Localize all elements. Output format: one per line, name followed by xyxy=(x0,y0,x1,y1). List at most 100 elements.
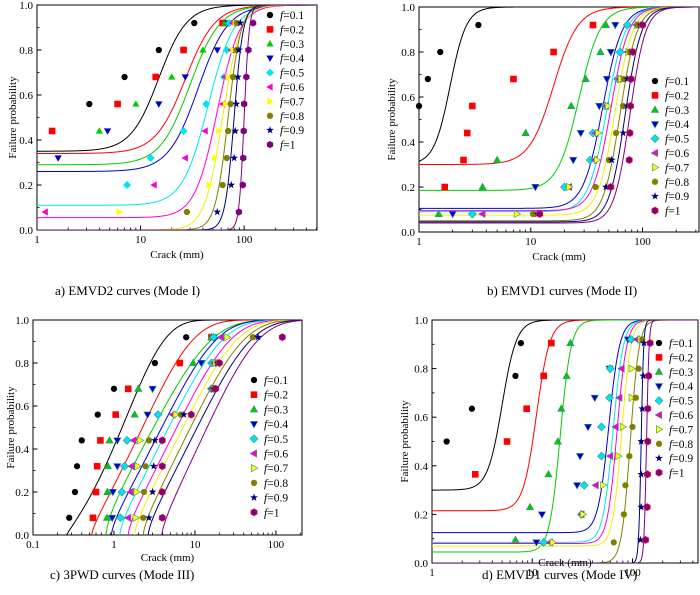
caption-d: d) EMVD1 curves (Mode IV) xyxy=(482,567,637,582)
legend-item: f=0.8 xyxy=(250,478,288,490)
legend-marker xyxy=(266,40,274,47)
data-point xyxy=(597,451,606,461)
y-tick-label: 0.4 xyxy=(19,135,33,147)
data-point xyxy=(646,339,654,348)
fit-curve-f-0-1 xyxy=(419,7,699,162)
data-point xyxy=(619,422,628,432)
data-point xyxy=(605,393,614,403)
data-point xyxy=(158,513,166,522)
data-point xyxy=(233,72,242,81)
y-tick-label: 0.0 xyxy=(19,225,33,237)
data-point xyxy=(415,102,423,110)
legend-marker xyxy=(654,383,664,391)
legend-label: f=0.7 xyxy=(280,96,304,108)
legend-item: f=0.7 xyxy=(251,463,288,475)
fit-curve-f-1 xyxy=(37,5,317,230)
x-tick-label: 0.1 xyxy=(26,539,40,551)
legend-item: f=0.4 xyxy=(654,381,693,393)
data-point xyxy=(114,100,121,108)
data-point xyxy=(240,154,247,162)
legend-item: f=0.3 xyxy=(650,105,689,117)
data-point xyxy=(153,410,163,419)
caption-b: b) EMVD1 curves (Mode II) xyxy=(487,283,637,298)
panel-c: c) 3PWD curves (Mode III) 0.1 1 10 100 0.0 0.… xyxy=(5,315,303,582)
legend-label: f=0.4 xyxy=(280,53,304,65)
data-point xyxy=(219,181,226,189)
legend-marker xyxy=(267,97,274,106)
legend-item: f=0.5 xyxy=(654,396,693,408)
legend-item: f=0.1 xyxy=(651,76,689,88)
legend-label: f=0.3 xyxy=(280,39,304,51)
legend-marker xyxy=(249,449,257,458)
legend-marker xyxy=(656,425,664,434)
data-point xyxy=(134,462,142,471)
legend-item: f=0.2 xyxy=(655,352,693,364)
data-point xyxy=(172,410,181,419)
legend-label: f=0.7 xyxy=(669,424,693,436)
legend-item: f=0.9 xyxy=(266,125,304,137)
legend-marker xyxy=(650,105,660,113)
data-point xyxy=(617,364,625,373)
y-tick-label: 0.8 xyxy=(15,358,29,370)
fit-curve-f-0-8 xyxy=(142,320,302,535)
data-point xyxy=(239,181,246,189)
data-point xyxy=(627,102,634,110)
data-point xyxy=(576,130,585,138)
data-point xyxy=(145,437,153,444)
legend-marker xyxy=(650,148,658,158)
fit-curve-f-1 xyxy=(419,7,699,224)
data-point xyxy=(595,128,603,138)
data-point xyxy=(112,411,119,418)
data-point xyxy=(126,487,134,497)
panel-d: d) EMVD1 curves (Mode IV) 1 10 100 0.0 0.2 0.… xyxy=(399,315,699,582)
y-tick-label: 0.0 xyxy=(15,530,29,542)
data-point xyxy=(579,510,588,519)
legend-item: f=0.1 xyxy=(655,338,693,350)
data-point xyxy=(537,511,547,519)
data-point xyxy=(637,470,646,478)
data-point xyxy=(123,181,131,189)
fit-curve-f-0-5 xyxy=(37,5,317,206)
data-point xyxy=(120,461,129,471)
data-point xyxy=(187,410,195,419)
data-point xyxy=(71,488,79,496)
x-axis-title: Crack (mm) xyxy=(141,552,195,564)
legend-item: f=0.6 xyxy=(266,82,304,94)
data-point xyxy=(86,100,93,108)
y-tick-label: 1.0 xyxy=(15,315,29,327)
data-point xyxy=(249,334,257,341)
data-point xyxy=(614,393,623,402)
data-point xyxy=(143,411,152,420)
fit-curve-f-0-9 xyxy=(432,320,698,563)
legend-label: f=0.8 xyxy=(264,478,288,490)
data-point xyxy=(168,73,176,80)
legend-marker xyxy=(654,396,664,405)
data-point xyxy=(523,405,530,412)
legend-c: f=0.1 f=0.2 f=0.3 f=0.4 f=0.5 f=0.6 f=0.7 f=0.8… xyxy=(249,375,288,519)
legend-item: f=0.2 xyxy=(250,390,288,402)
legend-item: f=0.4 xyxy=(266,53,304,65)
legend-label: f=0.1 xyxy=(669,338,693,350)
data-point xyxy=(611,422,619,432)
data-point xyxy=(103,128,112,135)
legend-label: f=0.1 xyxy=(665,76,689,88)
x-tick-label: 100 xyxy=(268,539,285,551)
data-point xyxy=(108,514,117,523)
data-point xyxy=(628,393,637,402)
data-point xyxy=(66,514,73,521)
legend-label: f=0.3 xyxy=(264,404,288,416)
legend-label: f=0.2 xyxy=(665,90,689,102)
data-point xyxy=(236,18,245,27)
legend-marker xyxy=(249,404,259,413)
data-point xyxy=(148,487,157,496)
data-point xyxy=(181,74,189,81)
y-tick-label: 0.6 xyxy=(19,90,33,102)
data-point xyxy=(95,127,103,134)
data-point xyxy=(642,535,650,544)
legend-label: f=1 xyxy=(264,507,280,519)
data-point xyxy=(553,437,562,445)
data-point xyxy=(615,451,623,461)
data-point xyxy=(216,333,224,342)
legend-item: f=0.3 xyxy=(654,367,693,379)
legend-item: f=0.2 xyxy=(266,24,304,36)
